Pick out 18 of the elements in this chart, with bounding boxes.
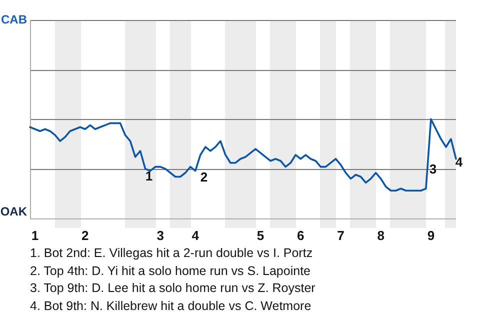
text: 1. Bot 2nd: E. Villegas hit a 2-run double vs I. Portz [30,245,314,262]
annotation: 2 [200,170,208,184]
x-tick-label: 4 [192,228,200,243]
annotation: 4 [455,154,463,170]
x-tick-label: 5 [256,228,264,243]
text: 2. Top 4th: D. Yi hit a solo home run vs S. Lapointe [30,262,312,280]
x-tick-label: 2 [82,228,89,243]
annotation: 1 [145,168,153,184]
x-tick-label: 7 [337,228,344,243]
x-tick-label: 3 [156,228,164,243]
text: CAB [1,12,28,26]
text: 3. Top 9th: D. Lee hit a solo home run vs Z. Royster [30,280,316,297]
x-tick-label: 6 [297,228,304,243]
text: 4. Bot 9th: N. Killebrew hit a double vs C. Wetmore [30,298,312,314]
x-tick-label: 9 [427,228,435,243]
x-tick-label: 1 [31,228,39,243]
text: OAK [0,204,28,219]
x-tick-label: 8 [377,228,384,243]
